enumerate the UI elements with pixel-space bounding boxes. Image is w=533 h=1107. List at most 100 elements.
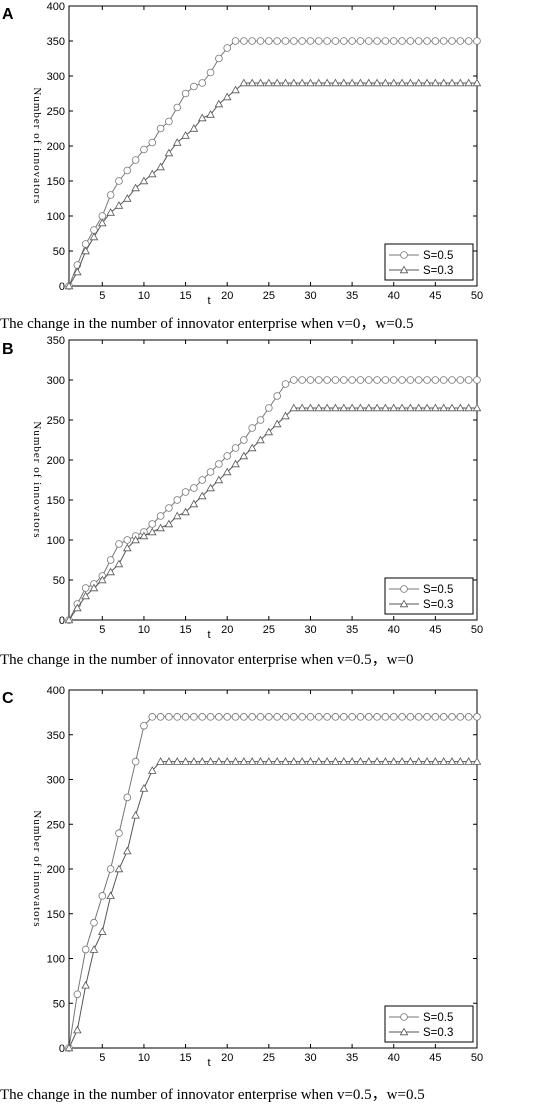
data-point <box>306 713 315 721</box>
data-point <box>464 757 473 765</box>
data-point <box>356 403 365 412</box>
data-point <box>248 424 256 432</box>
data-point <box>439 78 448 87</box>
x-axis-title: t <box>207 295 210 307</box>
y-tick-label: 100 <box>47 535 65 547</box>
data-point <box>181 507 190 516</box>
data-point <box>165 713 173 721</box>
chart-panel-A: A 0 50 100 150 200 250 300 350 400 5 10 15 20 25 30 35 40… <box>0 1 483 332</box>
data-point <box>456 37 465 45</box>
data-point <box>397 757 407 765</box>
data-point <box>389 376 398 384</box>
data-point <box>214 475 224 484</box>
data-point <box>98 218 107 227</box>
data-point <box>131 810 140 819</box>
y-tick-label: 50 <box>53 998 65 1010</box>
panel-label: C <box>2 690 14 707</box>
data-point <box>240 37 248 45</box>
data-point <box>398 37 406 45</box>
data-point <box>265 404 273 412</box>
data-point <box>464 37 473 45</box>
data-point <box>281 380 290 388</box>
data-point <box>322 78 332 87</box>
data-point <box>198 79 207 87</box>
data-point <box>381 757 390 765</box>
data-point <box>397 403 407 412</box>
data-point <box>423 376 431 384</box>
data-point <box>306 78 315 87</box>
data-point <box>147 766 157 774</box>
y-tick-label: 400 <box>47 685 65 697</box>
legend: S=0.5 S=0.3 <box>384 243 474 281</box>
x-tick-label: 50 <box>471 1052 483 1064</box>
data-point <box>314 376 323 384</box>
data-point <box>281 37 290 45</box>
data-point <box>339 403 349 412</box>
data-point <box>123 536 132 544</box>
data-point <box>173 103 182 112</box>
x-tick-label: 15 <box>179 624 191 636</box>
data-point <box>214 757 224 765</box>
data-point <box>464 78 473 87</box>
data-point <box>290 713 298 721</box>
data-point <box>298 713 306 721</box>
data-point <box>439 403 448 412</box>
y-tick-label: 150 <box>47 909 65 921</box>
data-point <box>456 757 465 765</box>
x-tick-label: 10 <box>138 1052 150 1064</box>
data-point <box>256 713 265 721</box>
data-point <box>373 37 381 45</box>
data-point <box>447 757 457 765</box>
y-tick-label: 250 <box>47 415 65 427</box>
data-point <box>73 1025 82 1034</box>
y-axis-title: Number of innovators <box>31 810 43 927</box>
data-point <box>406 403 415 412</box>
data-point <box>140 145 148 154</box>
data-point <box>231 85 240 94</box>
y-tick-label: 400 <box>47 1 65 13</box>
series-0 <box>65 376 481 624</box>
data-point <box>106 556 115 564</box>
data-point <box>381 403 390 412</box>
data-point <box>431 713 440 721</box>
data-point <box>256 435 265 444</box>
x-tick-label: 35 <box>346 290 358 302</box>
x-tick-label: 30 <box>304 290 316 302</box>
data-point <box>123 793 132 802</box>
data-point <box>123 194 132 202</box>
data-point <box>247 78 257 87</box>
data-point <box>456 376 465 384</box>
data-point <box>306 403 315 412</box>
data-point <box>356 713 365 721</box>
data-point <box>314 78 324 87</box>
data-point <box>356 37 365 45</box>
data-point <box>289 403 299 412</box>
data-point <box>414 37 423 45</box>
data-point <box>215 460 223 468</box>
x-tick-label: 5 <box>99 1052 105 1064</box>
data-point <box>439 37 448 45</box>
data-point <box>206 468 215 476</box>
x-tick-label: 30 <box>304 624 316 636</box>
legend-label: S=0.3 <box>423 265 453 277</box>
data-point <box>414 713 423 721</box>
data-point <box>381 78 390 87</box>
data-point <box>73 603 82 612</box>
data-point <box>89 583 99 592</box>
x-tick-label: 25 <box>263 290 275 302</box>
data-point <box>181 757 190 765</box>
data-point <box>448 37 456 45</box>
legend-marker-triangle <box>399 265 409 274</box>
data-point <box>131 183 140 192</box>
data-point <box>314 713 323 721</box>
x-tick-label: 45 <box>429 290 441 302</box>
data-point <box>106 208 115 216</box>
legend-marker-triangle <box>399 599 409 608</box>
y-tick-label: 0 <box>59 281 65 293</box>
data-point <box>139 531 149 540</box>
data-point <box>98 212 107 220</box>
data-point <box>89 945 99 953</box>
x-tick-label: 45 <box>429 624 441 636</box>
x-tick-label: 15 <box>179 290 191 302</box>
data-point <box>197 491 207 500</box>
